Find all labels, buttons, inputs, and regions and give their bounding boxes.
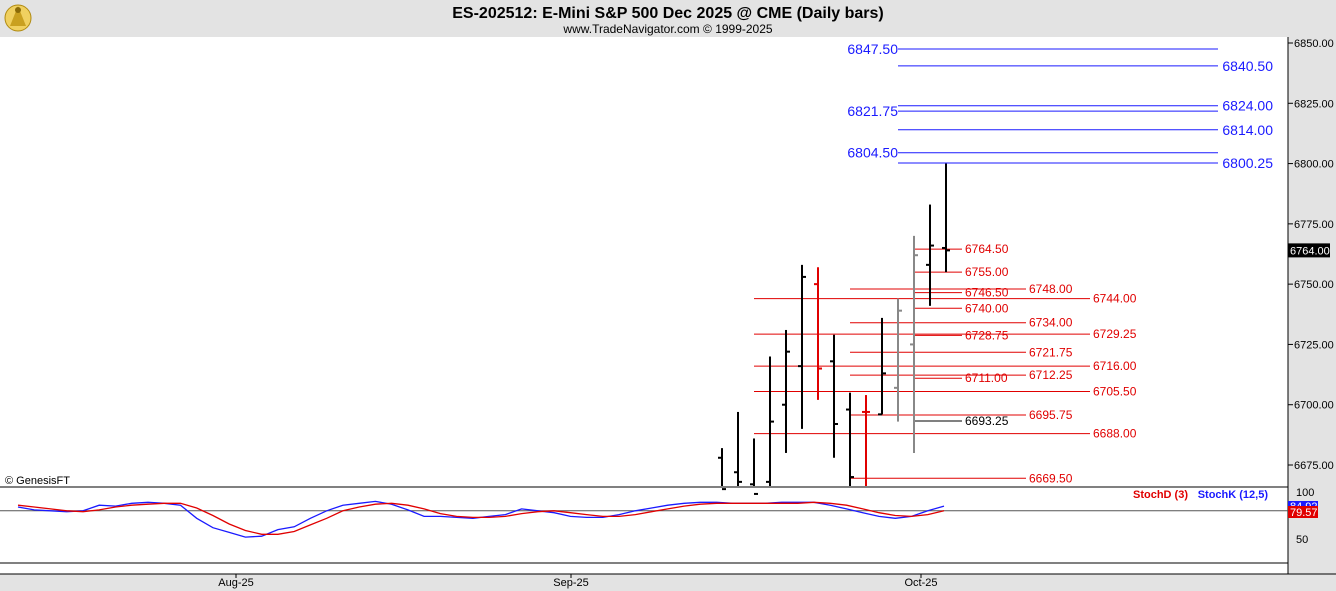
stoch-tick-label: 50 [1296,534,1308,546]
level-label: 6824.00 [1222,98,1273,114]
level-label: 6800.25 [1222,155,1273,171]
price-levels: 6847.50 6840.50 6824.00 6821.75 6814.00 6804.… [754,41,1273,485]
price-tick-label: 6850.00 [1294,38,1334,50]
header-band [0,0,1336,37]
stoch-tick-label: 100 [1296,487,1314,499]
level-label: 6721.75 [1029,345,1073,359]
price-tick-label: 6750.00 [1294,279,1334,291]
stoch-k-line [17,500,945,538]
level-label: 6804.50 [847,145,898,161]
price-tick-label: 6700.00 [1294,400,1334,412]
date-tick-label: Sep-25 [553,577,588,589]
level-label: 6693.25 [965,414,1009,428]
level-label: 6669.50 [1029,471,1073,485]
last-price-box [1288,243,1330,258]
level-label: 6764.50 [965,242,1009,256]
date-tick-label: Aug-25 [218,577,253,589]
level-label: 6729.25 [1093,327,1137,341]
ohlc-bars [718,163,950,495]
level-label: 6688.00 [1093,427,1137,441]
stoch-d-value-box [1288,506,1318,518]
level-label: 6711.00 [965,371,1008,385]
level-label: 6734.00 [1029,316,1073,330]
chart-subtitle: www.TradeNavigator.com © 1999-2025 [562,22,772,36]
last-price-label: 6764.00 [1290,245,1330,257]
level-label: 6728.75 [965,328,1009,342]
stoch-d-value: 79.57 [1290,507,1318,519]
level-label: 6814.00 [1222,122,1273,138]
stoch-k-legend: StochK (12,5) [1198,489,1269,501]
price-tick-label: 6675.00 [1294,460,1334,472]
stoch-d-legend: StochD (3) [1133,489,1188,501]
price-tick-label: 6725.00 [1294,339,1334,351]
chart-title: ES-202512: E-Mini S&P 500 Dec 2025 @ CME… [452,5,884,22]
last-price-marker: 6764.00 [1288,243,1330,258]
gold-figure-logo-icon [4,4,32,32]
date-axis-ticks: Aug-25 Sep-25 Oct-25 [218,574,938,589]
price-tick-label: 6775.00 [1294,219,1334,231]
price-axis-strip [1288,37,1336,591]
price-axis-ticks: 6675.00 6700.00 6725.00 6750.00 6775.00 6800.… [1288,38,1334,472]
level-label: 6712.25 [1029,368,1073,382]
level-label: 6840.50 [1222,58,1273,74]
level-label: 6740.00 [965,301,1009,315]
date-tick-label: Oct-25 [904,577,937,589]
level-label: 6748.00 [1029,282,1073,296]
level-label: 6821.75 [847,103,898,119]
level-label: 6755.00 [965,265,1009,279]
level-label: 6746.50 [965,286,1009,300]
copyright-label: © GenesisFT [5,475,70,487]
date-axis-strip [0,574,1336,591]
level-label: 6716.00 [1093,359,1137,373]
level-label: 6695.75 [1029,408,1073,422]
price-tick-label: 6825.00 [1294,98,1334,110]
stoch-d-line [17,501,945,535]
price-tick-label: 6800.00 [1294,159,1334,171]
level-label: 6847.50 [847,41,898,57]
level-label: 6705.50 [1093,384,1137,398]
level-label: 6744.00 [1093,292,1137,306]
